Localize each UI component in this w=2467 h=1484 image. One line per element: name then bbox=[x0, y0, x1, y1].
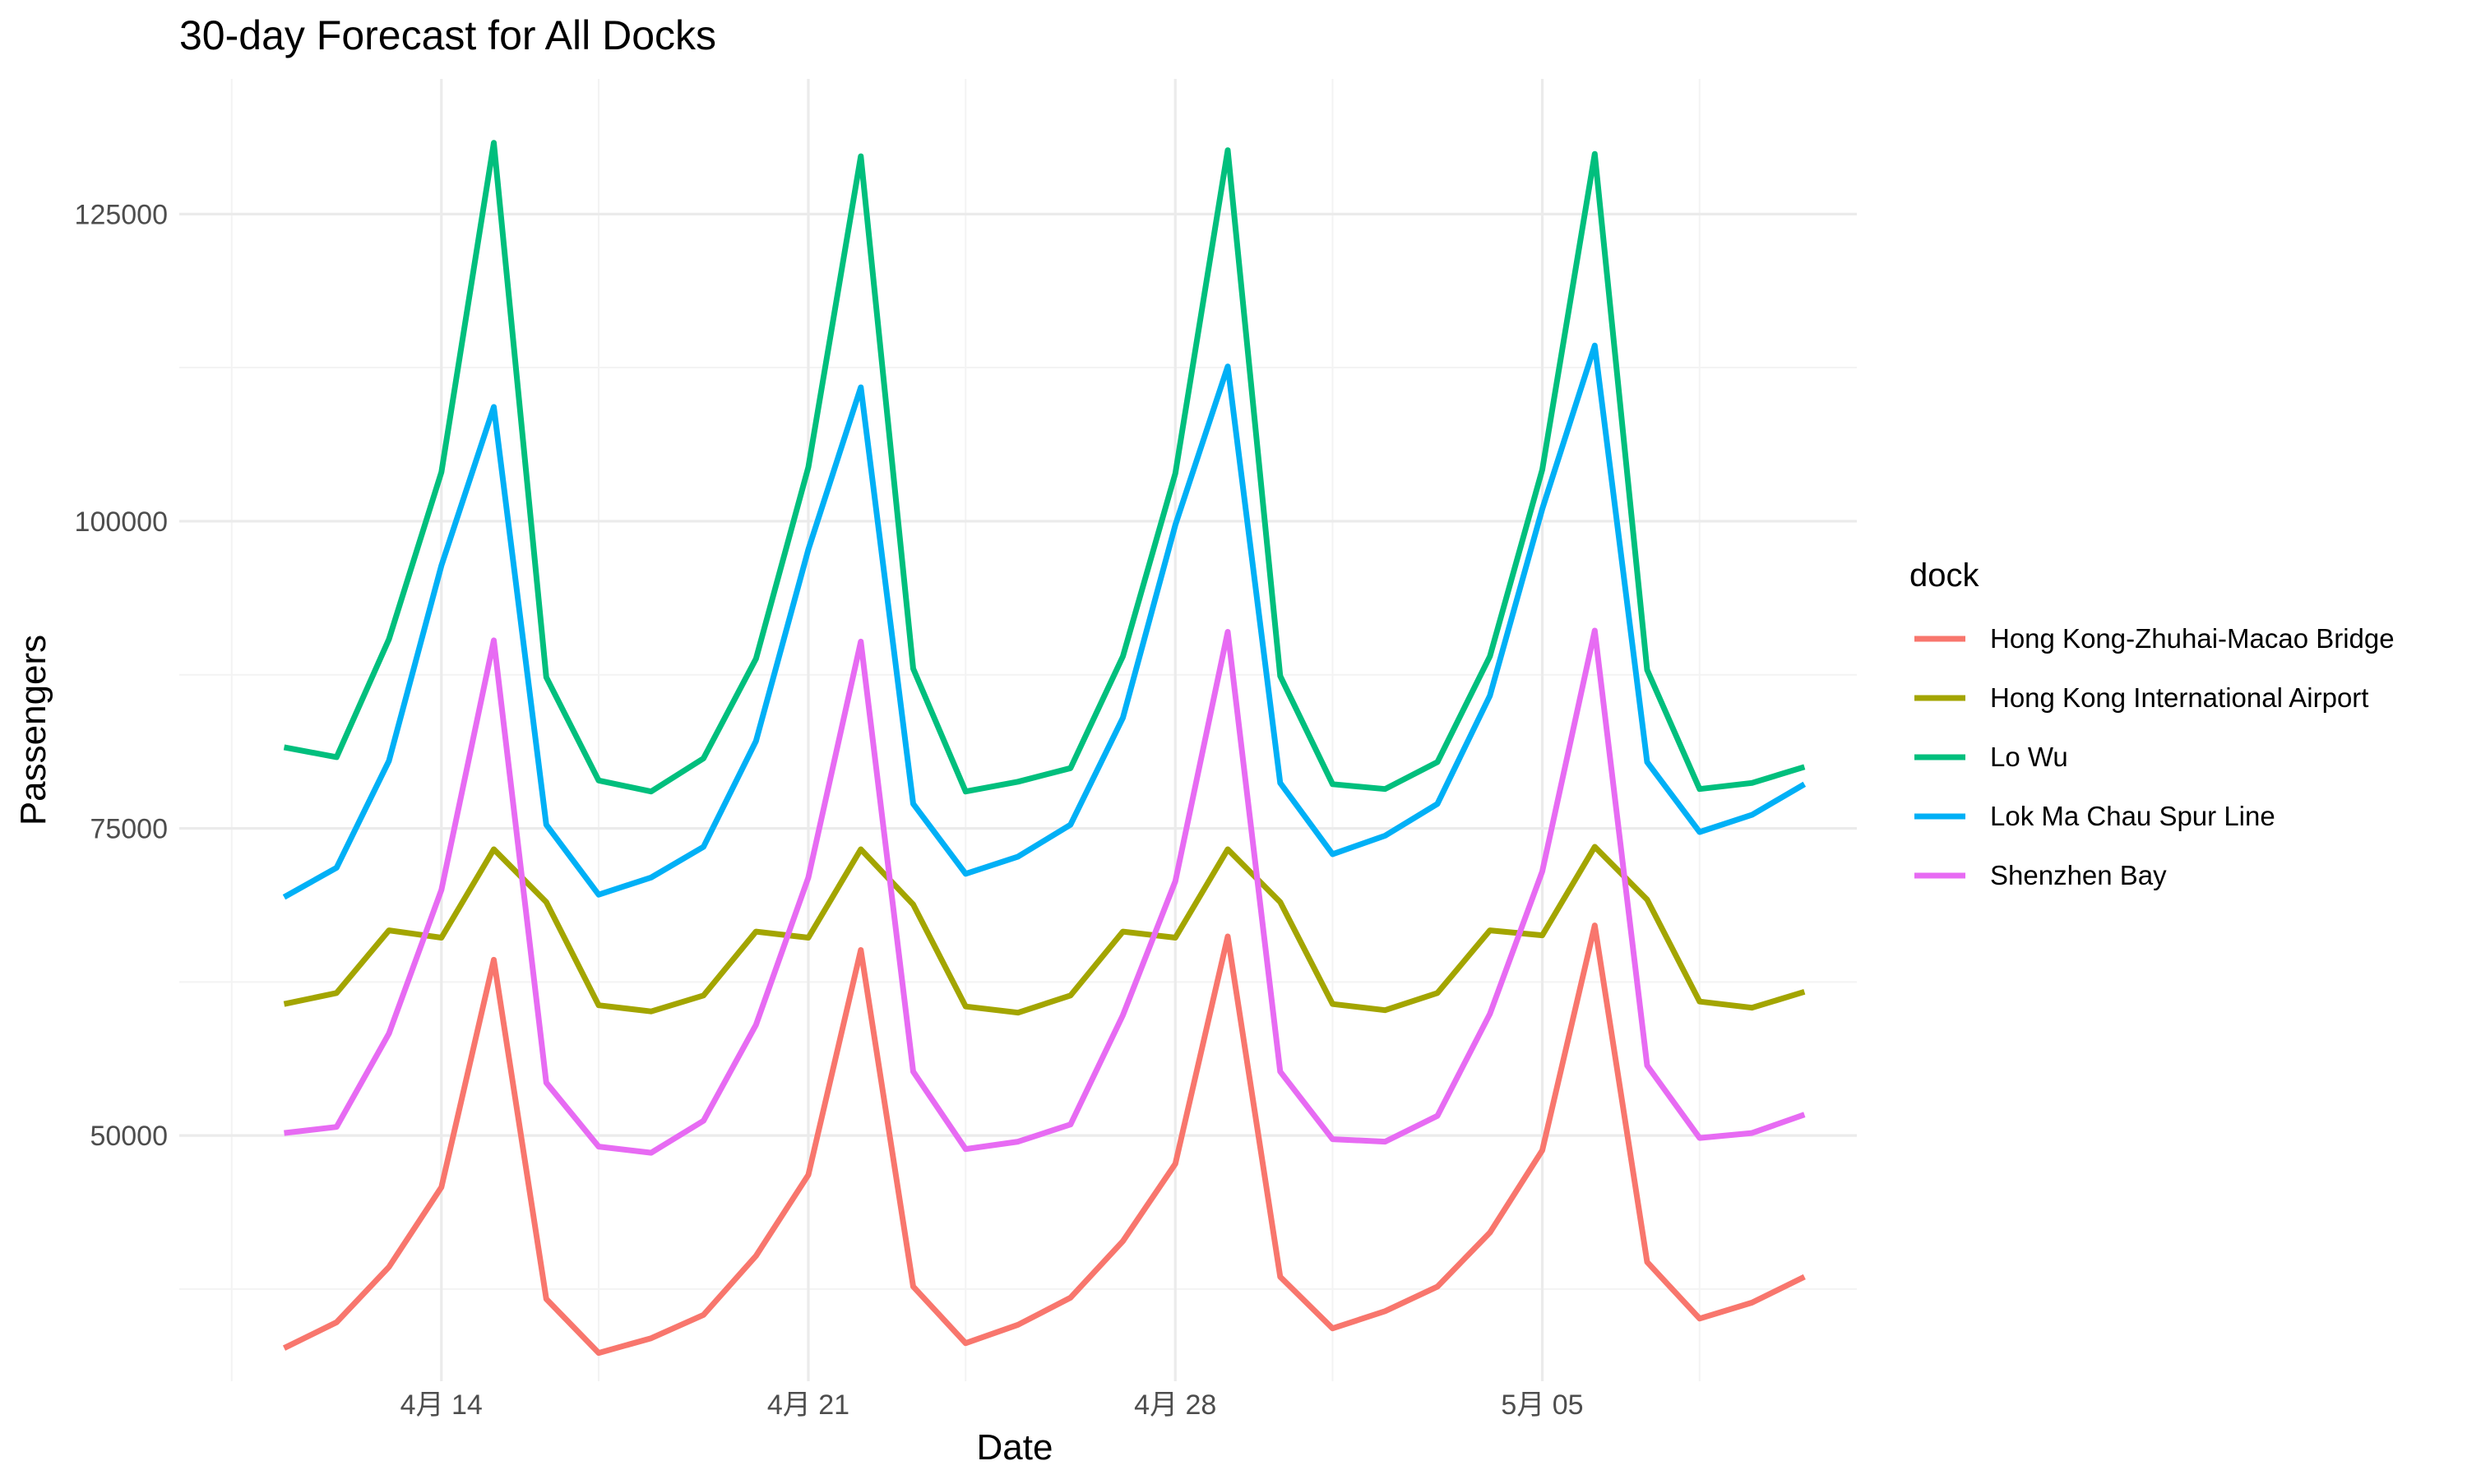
legend-label: Lok Ma Chau Spur Line bbox=[1990, 801, 2275, 831]
series-line bbox=[282, 342, 1807, 900]
legend-label: Shenzhen Bay bbox=[1990, 860, 2167, 890]
y-tick-label: 100000 bbox=[75, 506, 168, 538]
legend-item: Lo Wu bbox=[1914, 742, 2068, 772]
y-tick-label: 50000 bbox=[90, 1121, 168, 1152]
legend-item: Shenzhen Bay bbox=[1914, 860, 2167, 890]
series-line bbox=[282, 922, 1806, 1357]
legend-label: Hong Kong-Zhuhai-Macao Bridge bbox=[1990, 623, 2395, 654]
y-tick-label: 75000 bbox=[90, 814, 168, 845]
series-line bbox=[284, 627, 1806, 1156]
y-axis-ticks: 50000 75000 100000 125000 bbox=[75, 199, 168, 1152]
x-tick-label: 4月 28 bbox=[1134, 1389, 1216, 1421]
x-tick-label: 5月 05 bbox=[1501, 1389, 1583, 1421]
legend-item: Hong Kong-Zhuhai-Macao Bridge bbox=[1914, 623, 2395, 654]
x-tick-label: 4月 21 bbox=[767, 1389, 849, 1421]
series-line bbox=[283, 140, 1806, 795]
y-axis-title: Passengers bbox=[13, 635, 53, 825]
legend-label: Hong Kong International Airport bbox=[1990, 682, 2368, 713]
x-tick-label: 4月 14 bbox=[400, 1389, 483, 1421]
x-axis-ticks: 4月 14 4月 21 4月 28 5月 05 bbox=[400, 1389, 1584, 1421]
series-line bbox=[283, 844, 1806, 1016]
chart-title: 30-day Forecast for All Docks bbox=[179, 12, 716, 58]
y-tick-label: 125000 bbox=[75, 199, 168, 230]
legend-item: Hong Kong International Airport bbox=[1914, 682, 2368, 713]
legend: dock Hong Kong-Zhuhai-Macao Bridge Hong K… bbox=[1909, 557, 2395, 890]
x-axis-title: Date bbox=[977, 1427, 1053, 1468]
series-lines bbox=[282, 140, 1807, 1357]
legend-label: Lo Wu bbox=[1990, 742, 2068, 772]
legend-title: dock bbox=[1909, 557, 1979, 594]
legend-item: Lok Ma Chau Spur Line bbox=[1914, 801, 2275, 831]
